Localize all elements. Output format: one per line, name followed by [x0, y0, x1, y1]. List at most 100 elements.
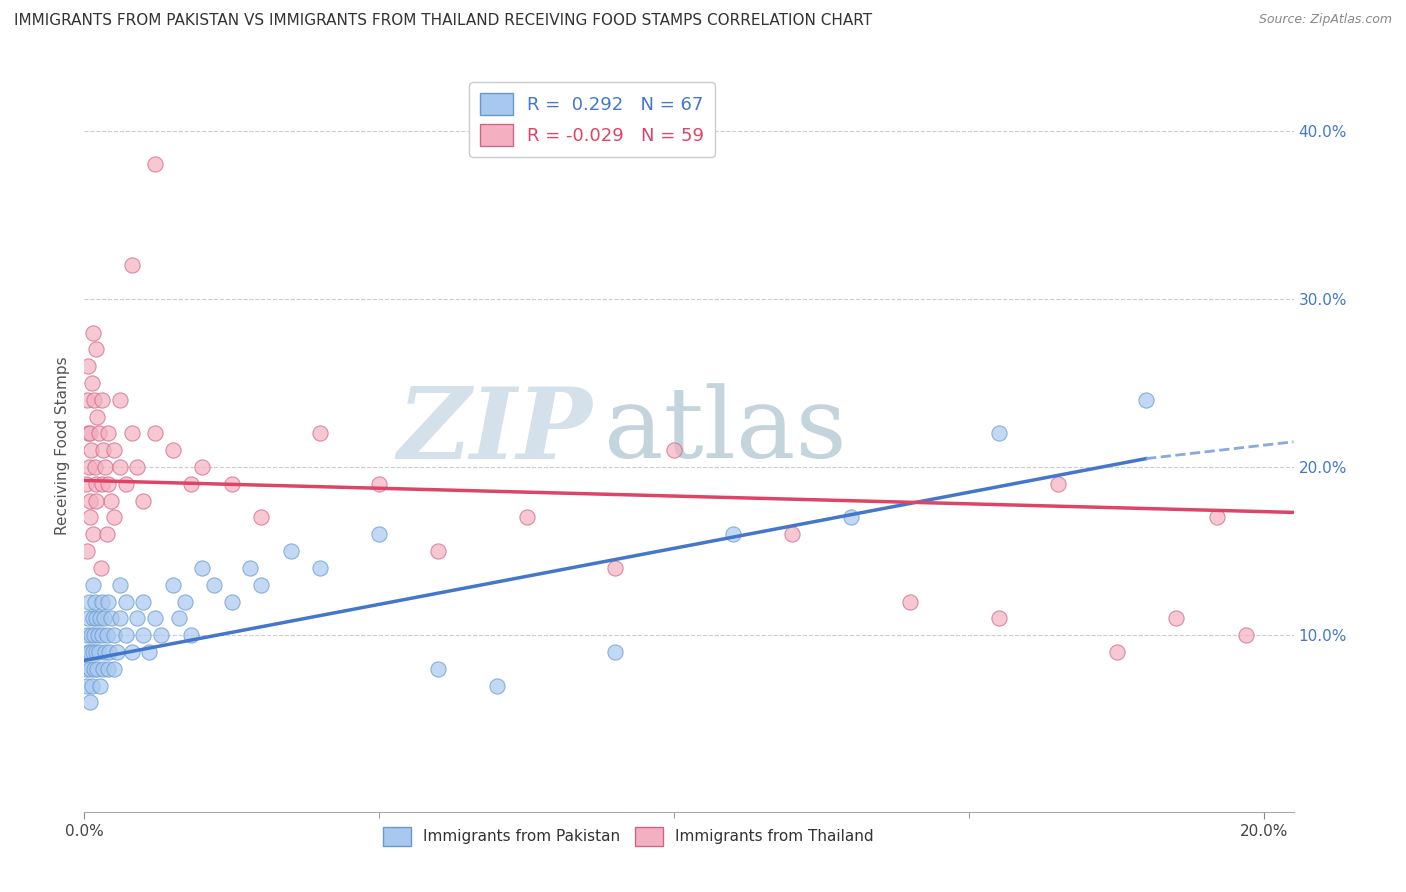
- Point: [87, 645, 110, 659]
- Point: [121, 258, 143, 272]
- Point: [103, 510, 125, 524]
- Point: [79, 695, 101, 709]
- Point: [132, 628, 155, 642]
- Point: [143, 426, 166, 441]
- Point: [83, 392, 105, 407]
- Point: [86, 662, 108, 676]
- Point: [97, 426, 120, 441]
- Point: [605, 645, 627, 659]
- Point: [84, 460, 107, 475]
- Point: [80, 628, 103, 642]
- Point: [121, 426, 143, 441]
- Point: [368, 527, 391, 541]
- Point: [96, 628, 118, 642]
- Point: [75, 476, 97, 491]
- Point: [93, 611, 115, 625]
- Point: [108, 460, 131, 475]
- Point: [605, 561, 627, 575]
- Point: [839, 510, 862, 524]
- Point: [77, 645, 100, 659]
- Point: [132, 493, 155, 508]
- Point: [167, 611, 190, 625]
- Point: [97, 594, 120, 608]
- Point: [87, 628, 110, 642]
- Point: [84, 476, 107, 491]
- Point: [103, 662, 125, 676]
- Point: [75, 662, 97, 676]
- Point: [82, 326, 104, 340]
- Text: Source: ZipAtlas.com: Source: ZipAtlas.com: [1258, 13, 1392, 27]
- Point: [76, 679, 98, 693]
- Point: [94, 460, 117, 475]
- Point: [77, 460, 100, 475]
- Point: [84, 594, 107, 608]
- Point: [91, 443, 114, 458]
- Point: [114, 628, 136, 642]
- Point: [91, 594, 114, 608]
- Point: [108, 392, 131, 407]
- Point: [96, 527, 118, 541]
- Point: [427, 544, 450, 558]
- Point: [138, 645, 160, 659]
- Point: [97, 476, 120, 491]
- Point: [83, 628, 105, 642]
- Point: [309, 426, 332, 441]
- Point: [221, 594, 243, 608]
- Point: [280, 544, 302, 558]
- Point: [91, 476, 114, 491]
- Point: [77, 359, 100, 373]
- Point: [91, 662, 114, 676]
- Point: [486, 679, 509, 693]
- Point: [721, 527, 744, 541]
- Point: [143, 611, 166, 625]
- Point: [121, 645, 143, 659]
- Point: [76, 392, 98, 407]
- Point: [105, 645, 128, 659]
- Point: [91, 628, 114, 642]
- Point: [79, 645, 101, 659]
- Point: [98, 645, 121, 659]
- Point: [84, 645, 107, 659]
- Point: [114, 476, 136, 491]
- Point: [1205, 510, 1227, 524]
- Point: [1105, 645, 1128, 659]
- Point: [82, 578, 104, 592]
- Point: [84, 343, 107, 357]
- Point: [309, 561, 332, 575]
- Point: [77, 594, 100, 608]
- Point: [162, 578, 184, 592]
- Point: [82, 527, 104, 541]
- Point: [89, 679, 111, 693]
- Point: [173, 594, 195, 608]
- Point: [84, 493, 107, 508]
- Point: [221, 476, 243, 491]
- Point: [76, 544, 98, 558]
- Text: atlas: atlas: [605, 384, 846, 479]
- Point: [79, 426, 101, 441]
- Point: [180, 628, 202, 642]
- Legend: Immigrants from Pakistan, Immigrants from Thailand: Immigrants from Pakistan, Immigrants fro…: [377, 821, 880, 852]
- Point: [780, 527, 803, 541]
- Point: [114, 594, 136, 608]
- Point: [90, 561, 112, 575]
- Point: [250, 510, 273, 524]
- Point: [86, 409, 108, 424]
- Point: [150, 628, 173, 642]
- Point: [80, 679, 103, 693]
- Point: [127, 611, 149, 625]
- Point: [1234, 628, 1257, 642]
- Point: [143, 157, 166, 171]
- Point: [664, 443, 686, 458]
- Text: ZIP: ZIP: [398, 384, 592, 480]
- Point: [132, 594, 155, 608]
- Point: [368, 476, 391, 491]
- Point: [1164, 611, 1187, 625]
- Point: [1046, 476, 1069, 491]
- Point: [100, 611, 122, 625]
- Point: [987, 426, 1010, 441]
- Point: [108, 578, 131, 592]
- Point: [77, 611, 100, 625]
- Point: [79, 662, 101, 676]
- Point: [162, 443, 184, 458]
- Point: [103, 443, 125, 458]
